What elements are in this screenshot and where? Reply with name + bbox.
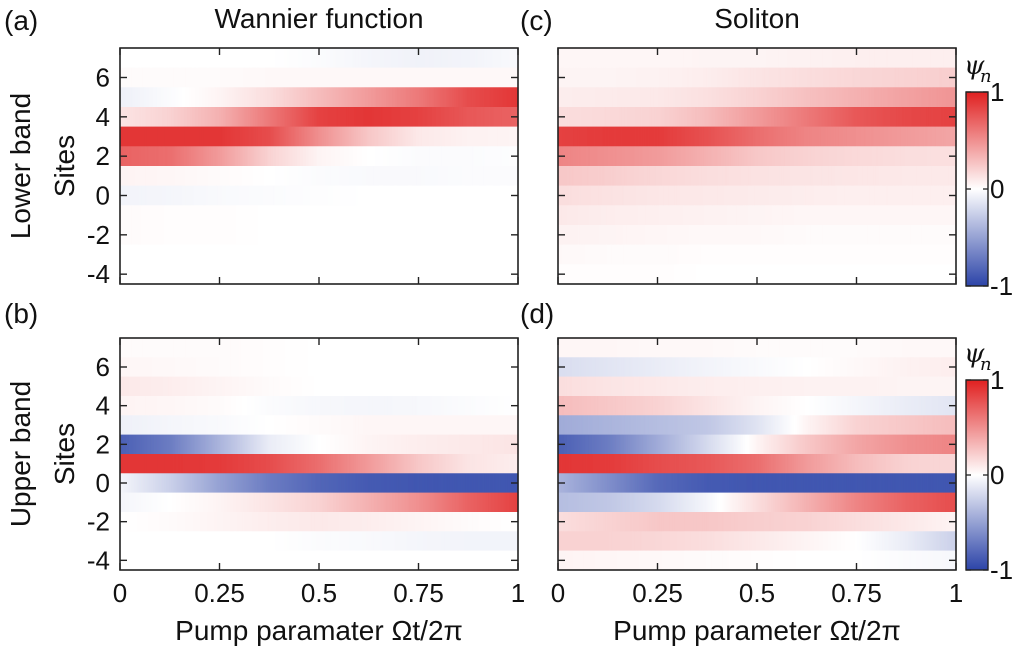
heatmap-panel-c [558,48,957,284]
heatmap-panel-a [120,48,519,284]
